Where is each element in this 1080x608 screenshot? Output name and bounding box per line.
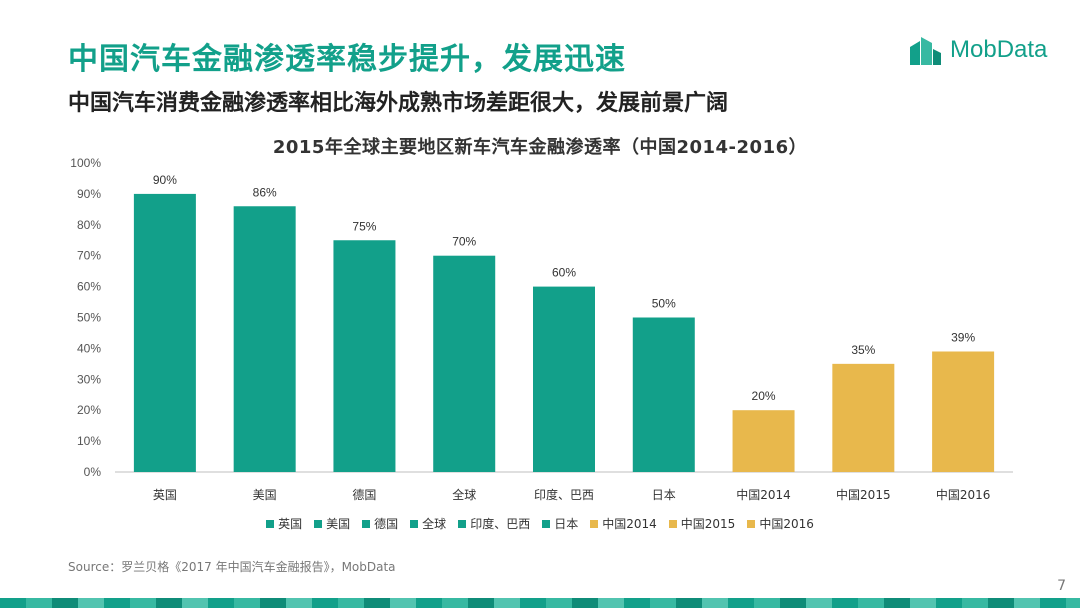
bar: [233, 206, 296, 472]
page-number: 7: [1057, 578, 1066, 594]
x-tick-label: 中国2014: [736, 487, 791, 502]
data-label: 60%: [552, 266, 576, 280]
legend-item: 中国2014: [590, 515, 657, 532]
bar: [832, 363, 895, 472]
legend-swatch: [266, 519, 275, 528]
bar: [932, 351, 995, 472]
y-tick-label: 50%: [77, 311, 101, 325]
x-tick-label: 英国: [153, 488, 177, 502]
x-tick-label: 德国: [352, 487, 376, 502]
legend-item: 中国2015: [668, 515, 736, 532]
chart-legend: 英国 美国 德国 全球 印度、巴西 日本 中国2014 中国2015 中国2016: [0, 515, 1080, 532]
legend-label: 美国: [326, 517, 351, 531]
y-tick-label: 30%: [77, 372, 101, 386]
y-tick-label: 0%: [84, 465, 102, 479]
legend-swatch: [590, 519, 599, 528]
legend-swatch: [314, 519, 323, 528]
legend-item: 日本: [542, 515, 578, 532]
legend-label: 英国: [278, 517, 303, 531]
mobdata-logo-icon: [910, 37, 941, 65]
legend-item: 中国2016: [747, 515, 814, 532]
legend-swatch: [542, 519, 551, 528]
legend-item: 全球: [410, 515, 446, 532]
data-label: 39%: [951, 330, 975, 344]
y-tick-label: 70%: [77, 249, 101, 263]
legend-item: 英国: [266, 515, 302, 532]
legend-item: 德国: [362, 515, 398, 532]
legend-item: 美国: [314, 515, 350, 532]
brand-logo: MobData: [908, 32, 1047, 68]
source-note: Source：罗兰贝格《2017 年中国汽车金融报告》，MobData: [68, 560, 396, 574]
legend-swatch: [362, 519, 371, 528]
legend-label: 全球: [422, 517, 447, 531]
x-tick-label: 印度、巴西: [534, 487, 594, 502]
x-tick-label: 全球: [452, 487, 476, 502]
data-label: 86%: [253, 185, 277, 199]
page-subheadline: 中国汽车消费金融渗透率相比海外成熟市场差距很大，发展前景广阔: [68, 91, 729, 116]
legend-label: 中国2016: [759, 517, 814, 531]
y-tick-label: 40%: [77, 341, 101, 355]
x-tick-label: 中国2015: [836, 487, 891, 502]
data-label: 70%: [452, 235, 476, 249]
bar: [732, 410, 795, 472]
bar: [533, 286, 595, 472]
y-tick-label: 10%: [77, 434, 101, 448]
logo-text: MobData: [950, 36, 1048, 63]
y-tick-label: 100%: [70, 156, 101, 170]
data-label: 50%: [652, 297, 676, 311]
legend-swatch: [747, 519, 756, 528]
legend-label: 中国2014: [602, 517, 657, 531]
legend-item: 印度、巴西: [458, 515, 530, 532]
data-label: 75%: [352, 219, 376, 233]
x-tick-label: 日本: [652, 488, 676, 502]
bar: [632, 317, 695, 472]
y-tick-label: 90%: [77, 187, 101, 201]
legend-swatch: [458, 519, 467, 528]
data-label: 35%: [851, 343, 875, 357]
footer-band: [0, 598, 1080, 608]
data-label: 90%: [153, 173, 177, 187]
x-tick-label: 中国2016: [936, 487, 991, 502]
x-tick-label: 美国: [253, 488, 277, 502]
page-headline: 中国汽车金融渗透率稳步提升，发展迅速: [68, 42, 626, 77]
legend-label: 德国: [374, 517, 399, 531]
y-tick-label: 60%: [77, 280, 101, 294]
chart-title: 2015年全球主要地区新车汽车金融渗透率（中国2014-2016）: [272, 137, 808, 158]
legend-label: 日本: [554, 517, 579, 531]
bar: [133, 193, 196, 472]
bar-chart: 0% 10% 20% 30% 40% 50% 60% 70% 80% 90% 100% 90% 英国 86…: [70, 156, 1013, 502]
legend-label: 印度、巴西: [470, 517, 531, 531]
legend-swatch: [410, 519, 419, 528]
bar: [333, 240, 396, 472]
y-tick-label: 20%: [77, 403, 101, 417]
bar: [433, 255, 496, 472]
data-label: 20%: [752, 389, 776, 403]
y-tick-label: 80%: [77, 218, 101, 232]
legend-label: 中国2015: [680, 517, 736, 531]
legend-swatch: [668, 519, 677, 528]
